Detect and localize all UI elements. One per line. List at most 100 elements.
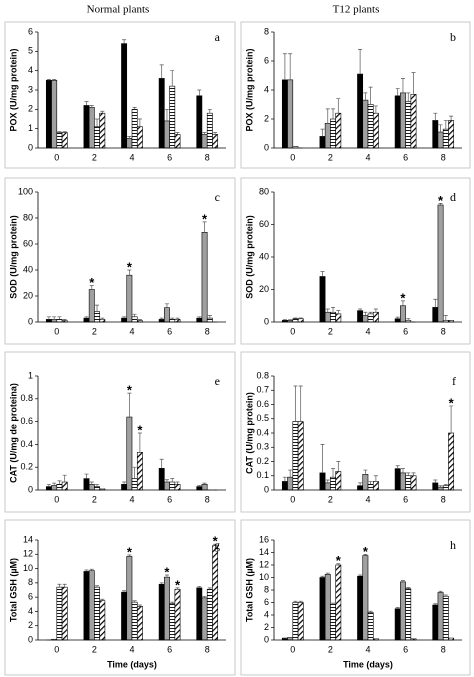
error-bar [207, 587, 212, 590]
error-bar [406, 587, 411, 589]
bar [400, 581, 406, 641]
y-tick-label: 2 [28, 104, 33, 114]
y-axis-label: SOD (U/mg protein) [8, 215, 18, 299]
error-bar [331, 307, 336, 313]
bar [367, 313, 374, 323]
y-tick-label: 5 [28, 46, 33, 56]
error-bar [122, 590, 127, 593]
x-tick-label: 2 [328, 494, 333, 504]
y-tick-label: 0 [28, 484, 33, 494]
error-bar [282, 319, 287, 321]
bar [158, 78, 165, 149]
error-bar [52, 79, 57, 81]
error-bar [288, 53, 293, 80]
bar [131, 478, 138, 491]
bar [319, 136, 326, 149]
bar [367, 612, 374, 641]
error-bar [438, 590, 443, 593]
bar [45, 80, 52, 149]
significance-mark: * [127, 383, 133, 398]
bar [61, 132, 68, 149]
error-bar [325, 108, 330, 124]
bar [201, 232, 208, 323]
error-bar [298, 317, 303, 319]
x-tick-label: 0 [290, 152, 295, 162]
x-tick-label: 4 [129, 494, 134, 504]
error-bar [175, 132, 180, 135]
bar [88, 107, 95, 149]
y-tick-label: 0 [28, 142, 33, 152]
x-tick-label: 6 [167, 644, 172, 654]
bar [432, 482, 439, 491]
bar [287, 476, 294, 491]
y-axis-label: Total GSH (µM) [8, 558, 18, 622]
bar [56, 132, 63, 149]
error-bar [170, 478, 175, 483]
y-tick-label: 0 [264, 484, 269, 494]
bar [335, 564, 342, 641]
bar [196, 587, 203, 641]
bar [126, 416, 133, 491]
error-bar [438, 203, 443, 205]
x-axis-label: Time (days) [343, 659, 393, 669]
x-tick-label: 4 [365, 152, 370, 162]
y-tick-label: 12 [259, 559, 269, 569]
error-bar [175, 481, 180, 485]
bar [196, 486, 203, 491]
x-tick-label: 0 [54, 494, 59, 504]
y-tick-label: 2 [264, 622, 269, 632]
x-tick-label: 4 [365, 494, 370, 504]
error-bar [95, 483, 100, 487]
error-bar [197, 89, 202, 96]
panel-letter: g [214, 538, 220, 552]
error-bar [406, 318, 411, 321]
error-bar [293, 600, 298, 603]
bar [432, 120, 439, 149]
significance-mark: * [400, 290, 406, 305]
y-tick-label: 6 [264, 55, 269, 65]
panel-frame [240, 177, 471, 345]
bar [362, 315, 369, 323]
bar [357, 310, 364, 323]
error-bar [320, 128, 325, 137]
bar [330, 118, 336, 149]
bar [281, 79, 288, 149]
column-header: T12 plants [333, 4, 380, 16]
bar [196, 95, 203, 149]
error-bar [411, 472, 416, 476]
bar [330, 311, 336, 323]
bar [164, 481, 170, 491]
bar [121, 483, 128, 491]
error-bar [325, 572, 330, 575]
panel-frame [4, 519, 236, 676]
bar [442, 595, 449, 641]
panel-letter: b [450, 30, 456, 44]
x-tick-label: 2 [328, 326, 333, 336]
y-tick-label: 14 [259, 547, 269, 557]
error-bar [57, 583, 62, 588]
error-bar [137, 319, 142, 321]
bar [335, 112, 342, 149]
column-header: Normal plants [87, 4, 150, 16]
y-tick-label: 60 [259, 219, 269, 229]
error-bar [89, 285, 94, 290]
y-tick-label: 20 [23, 290, 33, 300]
bar [94, 486, 100, 491]
bar [83, 105, 90, 149]
error-bar [298, 385, 303, 422]
y-tick-label: 4 [28, 606, 33, 616]
error-bar [400, 580, 405, 582]
error-bar [331, 108, 336, 119]
bar [437, 486, 444, 491]
bar [212, 134, 219, 149]
y-tick-label: 0.8 [256, 370, 269, 380]
bar [432, 307, 439, 323]
bar [169, 481, 176, 491]
y-axis-label: SOD (U/mg protein) [244, 215, 254, 299]
panel-letter: a [215, 30, 221, 44]
significance-mark: * [438, 193, 444, 208]
bar [174, 134, 181, 149]
y-tick-label: 12 [23, 549, 33, 559]
error-bar [52, 482, 57, 486]
bar [437, 204, 444, 323]
